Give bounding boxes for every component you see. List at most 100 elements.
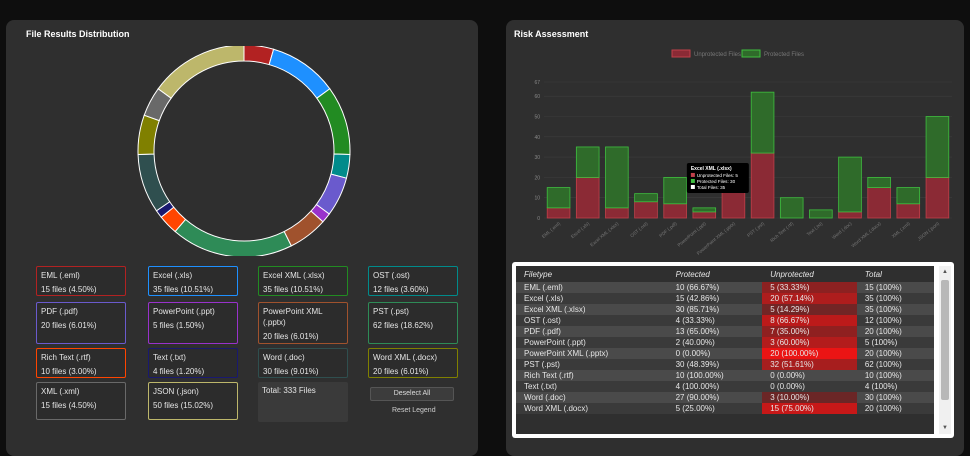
legend-item[interactable]: Excel XML (.xlsx) 35 files (10.51%) [258,266,348,296]
legend-item[interactable]: Excel (.xls) 35 files (10.51%) [148,266,238,296]
legend-item-name: PDF (.pdf) [41,307,78,316]
tooltip-swatch [690,172,695,177]
legend-item[interactable]: EML (.eml) 15 files (4.50%) [36,266,126,296]
donut-slice[interactable] [316,88,351,156]
y-tick-label: 30 [534,155,540,161]
legend-item[interactable]: Rich Text (.rtf) 10 files (3.00%) [36,348,126,378]
donut-slice[interactable] [137,153,171,212]
cell-total: 15 (100%) [856,282,934,293]
bar-unprotected[interactable] [663,203,687,219]
x-tick-label: Rich Text (.rtf) [769,221,794,243]
bar-unprotected[interactable] [575,177,600,219]
table-row[interactable]: PDF (.pdf) 13 (65.00%) 7 (35.00%) 20 (100%) [516,326,934,337]
bar-protected[interactable] [605,146,629,209]
bar-unprotected[interactable] [546,207,571,219]
bar-protected[interactable] [838,156,862,213]
table-row[interactable]: PowerPoint (.ppt) 2 (40.00%) 3 (60.00%) 5 (… [516,337,934,348]
legend-item[interactable]: Word XML (.docx) 20 files (6.01%) [368,348,458,378]
legend-item[interactable]: Word (.doc) 30 files (9.01%) [258,348,348,378]
bar-protected[interactable] [779,197,804,219]
table-scrollbar[interactable]: ▲ ▼ [939,266,951,434]
legend-label-unprotected[interactable]: Unprotected Files [694,52,741,58]
cell-total: 62 (100%) [856,359,934,370]
bar-unprotected[interactable] [925,177,950,219]
legend-item[interactable]: Text (.txt) 4 files (1.20%) [148,348,238,378]
cell-total: 35 (100%) [856,304,934,315]
legend-label-protected[interactable]: Protected Files [764,52,804,58]
legend-item-name: PST (.pst) [373,307,409,316]
deselect-all-button[interactable]: Deselect All [370,387,454,401]
scroll-thumb[interactable] [941,280,949,400]
table-row[interactable]: Rich Text (.rtf) 10 (100.00%) 0 (0.00%) 10 … [516,370,934,381]
donut-slice[interactable] [137,114,160,156]
legend-item[interactable]: PowerPoint XML (.pptx) 20 files (6.01%) [258,302,348,344]
legend-swatch-unprotected[interactable] [671,49,691,58]
bar-protected[interactable] [809,209,833,219]
cell-filetype: Excel XML (.xlsx) [516,304,668,315]
chart-legend: Unprotected Files Protected Files [671,49,804,58]
scroll-down-arrow-icon[interactable]: ▼ [942,425,948,431]
col-header-filetype[interactable]: Filetype [524,269,553,279]
col-header-protected[interactable]: Protected [675,269,710,279]
bar-protected[interactable] [896,187,921,205]
table-row[interactable]: EML (.eml) 10 (66.67%) 5 (33.33%) 15 (100%) [516,282,934,293]
bar-unprotected[interactable] [750,152,775,219]
legend-item[interactable]: OST (.ost) 12 files (3.60%) [368,266,458,296]
cell-unprotected: 15 (75.00%) [762,403,857,414]
bar-protected[interactable] [634,193,658,203]
bar-protected[interactable] [663,177,687,205]
donut-slice[interactable] [157,46,245,99]
bar-unprotected[interactable] [634,201,658,219]
x-tick-label: OST (.ost) [629,221,649,239]
reset-legend-link[interactable]: Reset Legend [392,407,436,414]
cell-filetype: Word XML (.docx) [516,403,668,414]
table-row[interactable]: PST (.pst) 30 (48.39%) 32 (51.61%) 62 (100%… [516,359,934,370]
legend-item[interactable]: PST (.pst) 62 files (18.62%) [368,302,458,344]
bar-protected[interactable] [925,116,950,178]
scroll-up-arrow-icon[interactable]: ▲ [942,269,948,275]
x-tick-label: EML (.eml) [541,221,562,239]
table-row[interactable]: Word (.doc) 27 (90.00%) 3 (10.00%) 30 (100%… [516,392,934,403]
bar-protected[interactable] [546,187,571,209]
cell-filetype: PST (.pst) [516,359,668,370]
x-tick-label: XML (.xml) [891,221,911,239]
donut-slice[interactable] [268,48,331,99]
legend-item-name: OST (.ost) [373,271,410,280]
cell-total: 5 (100%) [856,337,934,348]
donut-slice[interactable] [243,46,275,66]
table-row[interactable]: Excel XML (.xlsx) 30 (85.71%) 5 (14.29%) 35… [516,304,934,315]
table-row[interactable]: PowerPoint XML (.pptx) 0 (0.00%) 20 (100.0… [516,348,934,359]
col-header-unprotected[interactable]: Unprotected [770,269,814,279]
chart-tooltip: Excel XML (.xlsx)Unprotected Files: 5Pro… [686,162,749,193]
legend-item-name: Excel (.xls) [153,271,193,280]
bar-unprotected[interactable] [605,207,629,219]
table-row[interactable]: Text (.txt) 4 (100.00%) 0 (0.00%) 4 (100%) [516,381,934,392]
donut-slice[interactable] [174,218,292,256]
table-row[interactable]: Excel (.xls) 15 (42.86%) 20 (57.14%) 35 (10… [516,293,934,304]
cell-unprotected: 20 (100.00%) [762,348,857,359]
cell-unprotected: 32 (51.61%) [762,359,857,370]
legend-item-count: 35 files (10.51%) [153,285,214,294]
cell-filetype: Text (.txt) [516,381,668,392]
legend-swatch-protected[interactable] [741,49,761,58]
bar-protected[interactable] [750,91,775,154]
bar-unprotected[interactable] [867,187,891,219]
legend-item[interactable]: XML (.xml) 15 files (4.50%) [36,382,126,420]
donut-slice[interactable] [283,210,324,247]
bar-unprotected[interactable] [838,211,862,219]
bar-protected[interactable] [692,207,717,213]
legend-item-name: XML (.xml) [41,387,80,396]
table-row[interactable]: Word XML (.docx) 5 (25.00%) 15 (75.00%) 20 … [516,403,934,414]
bar-protected[interactable] [867,177,891,188]
bar-unprotected[interactable] [692,211,717,219]
risk-table-scroll-area[interactable]: Filetype Protected Unprotected Total EML… [516,266,934,434]
legend-item[interactable]: PDF (.pdf) 20 files (6.01%) [36,302,126,344]
cell-unprotected: 0 (0.00%) [762,370,857,381]
legend-item-count: 5 files (1.50%) [153,321,205,330]
bar-unprotected[interactable] [896,203,921,219]
table-row[interactable]: OST (.ost) 4 (33.33%) 8 (66.67%) 12 (100%) [516,315,934,326]
legend-item[interactable]: PowerPoint (.ppt) 5 files (1.50%) [148,302,238,344]
col-header-total[interactable]: Total [864,269,882,279]
legend-item[interactable]: JSON (.json) 50 files (15.02%) [148,382,238,420]
bar-protected[interactable] [575,146,600,178]
